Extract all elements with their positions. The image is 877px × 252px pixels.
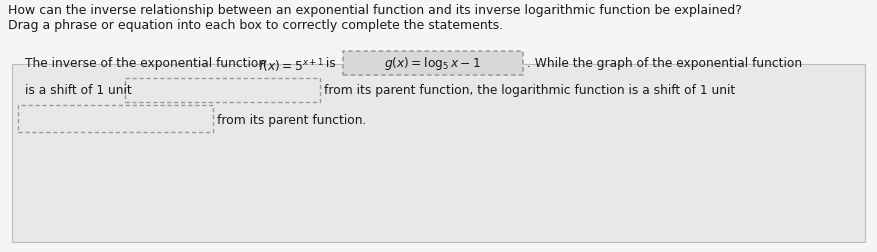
Text: $g(x) = \log_5 x - 1$: $g(x) = \log_5 x - 1$ xyxy=(384,54,481,72)
FancyBboxPatch shape xyxy=(18,105,213,132)
Text: from its parent function, the logarithmic function is a shift of 1 unit: from its parent function, the logarithmi… xyxy=(324,84,735,97)
Text: is: is xyxy=(322,57,336,70)
Text: How can the inverse relationship between an exponential function and its inverse: How can the inverse relationship between… xyxy=(8,4,742,17)
Text: Drag a phrase or equation into each box to correctly complete the statements.: Drag a phrase or equation into each box … xyxy=(8,19,503,32)
Text: $f(x)=5^{x+1}$: $f(x)=5^{x+1}$ xyxy=(258,57,324,75)
Text: from its parent function.: from its parent function. xyxy=(217,114,367,127)
Text: The inverse of the exponential function: The inverse of the exponential function xyxy=(25,57,270,70)
FancyBboxPatch shape xyxy=(343,51,523,75)
Text: is a shift of 1 unit: is a shift of 1 unit xyxy=(25,84,132,97)
FancyBboxPatch shape xyxy=(125,78,320,102)
FancyBboxPatch shape xyxy=(12,64,865,242)
Text: . While the graph of the exponential function: . While the graph of the exponential fun… xyxy=(527,57,802,70)
